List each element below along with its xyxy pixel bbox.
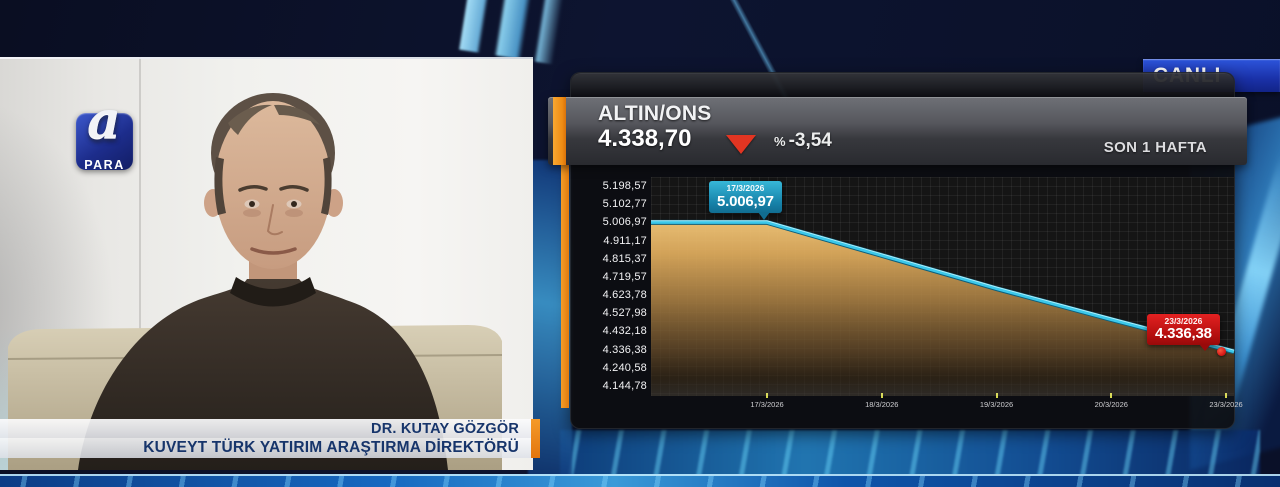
- period-label: SON 1 HAFTA: [1103, 139, 1207, 156]
- callout-end-value: 4.336,38: [1155, 324, 1212, 342]
- y-axis-label: 4.719,57: [602, 270, 647, 283]
- logo-para-label: PARA: [84, 158, 125, 172]
- callout-start-value: 5.006,97: [717, 192, 774, 210]
- x-axis-label: 17/3/2026: [750, 400, 784, 409]
- y-axis-label: 5.198,57: [602, 180, 647, 192]
- banner-accent-bar: [531, 419, 540, 458]
- last-price-dot: [1217, 346, 1226, 356]
- triangle-down-icon: [726, 135, 756, 154]
- chart-plot-area: 17/3/2026 18/3/2026 19/3/2026 20/3/2026 23/3…: [651, 177, 1243, 409]
- y-axis-label: 4.527,98: [602, 307, 647, 320]
- y-axis-label: 4.911,17: [603, 234, 647, 247]
- price-chart: [651, 219, 1235, 396]
- eyebrow-left: [238, 185, 268, 192]
- x-axis-tick: [880, 393, 883, 398]
- accent-spine-body: [561, 165, 569, 408]
- price-line-highlight: [651, 220, 1235, 351]
- studio-floor-graphic: [560, 430, 1260, 478]
- y-axis-label: 4.623,78: [602, 289, 647, 302]
- callout-start-date: 17/3/2026: [726, 183, 765, 194]
- x-axis-tick: [1225, 393, 1227, 398]
- hair-fringe-left: [228, 104, 272, 135]
- speaker-name-banner: DR. KUTAY GÖZGÖR: [0, 419, 531, 438]
- speaker-name: DR. KUTAY GÖZGÖR: [371, 420, 519, 437]
- face: [215, 101, 331, 269]
- hair-side-right: [321, 157, 332, 215]
- change-value: -3,54: [788, 130, 832, 151]
- callout-end: 23/3/2026 4.336,38: [1147, 313, 1220, 351]
- y-axis-label: 4.432,18: [602, 325, 647, 338]
- hair-fringe-right: [274, 104, 320, 125]
- ticker-symbol: ALTIN/ONS: [598, 102, 712, 125]
- x-axis-tick: [995, 393, 998, 398]
- x-axis-tick: [1110, 393, 1113, 398]
- price-line: [651, 220, 1235, 354]
- ticker-price: 4.338,70: [598, 125, 692, 152]
- speaker-title: KUVEYT TÜRK YATIRIM ARAŞTIRMA DİREKTÖRÜ: [143, 439, 519, 456]
- speaker-video-feed: a PARA: [0, 57, 533, 470]
- y-axis-label: 4.144,78: [602, 379, 647, 392]
- eyebrow-right: [279, 185, 309, 192]
- y-axis-label: 4.240,58: [602, 361, 647, 374]
- y-axis-label: 4.815,37: [602, 252, 647, 265]
- ticker-change: % -3,54: [774, 130, 832, 152]
- percent-sign: %: [774, 134, 786, 149]
- callout-end-date: 23/3/2026: [1164, 315, 1203, 326]
- mouth: [250, 247, 297, 255]
- y-axis-label: 4.336,38: [602, 343, 647, 356]
- studio-bottom-strip: [0, 474, 1280, 487]
- channel-logo: a PARA: [72, 95, 136, 175]
- y-axis-label: 5.006,97: [602, 216, 647, 229]
- callout-start: 17/3/2026 5.006,97: [709, 181, 782, 220]
- nose: [266, 204, 283, 236]
- ticker-header: ALTIN/ONS 4.338,70 % -3,54 SON 1 HAFTA: [548, 97, 1247, 165]
- x-axis-label: 20/3/2026: [1094, 400, 1128, 409]
- area-fill: [651, 222, 1234, 396]
- x-axis-label: 19/3/2026: [979, 400, 1014, 409]
- speaker-title-banner: KUVEYT TÜRK YATIRIM ARAŞTIRMA DİREKTÖRÜ: [0, 438, 531, 458]
- eye-shadow-left: [243, 209, 261, 217]
- x-axis-label: 23/3/2026: [1209, 400, 1243, 409]
- eye-shadow-right: [285, 209, 303, 217]
- iris-left: [249, 201, 255, 207]
- sweater-collar: [230, 277, 316, 307]
- iris-right: [291, 201, 297, 207]
- x-axis-label: 18/3/2026: [865, 400, 899, 409]
- logo-background: [76, 113, 133, 170]
- y-axis-label: 5.102,77: [602, 198, 647, 211]
- x-axis-tick: [766, 393, 768, 398]
- accent-spine-header: [553, 97, 566, 165]
- hair-side-left: [214, 157, 226, 215]
- logo-a-icon: a: [87, 90, 121, 151]
